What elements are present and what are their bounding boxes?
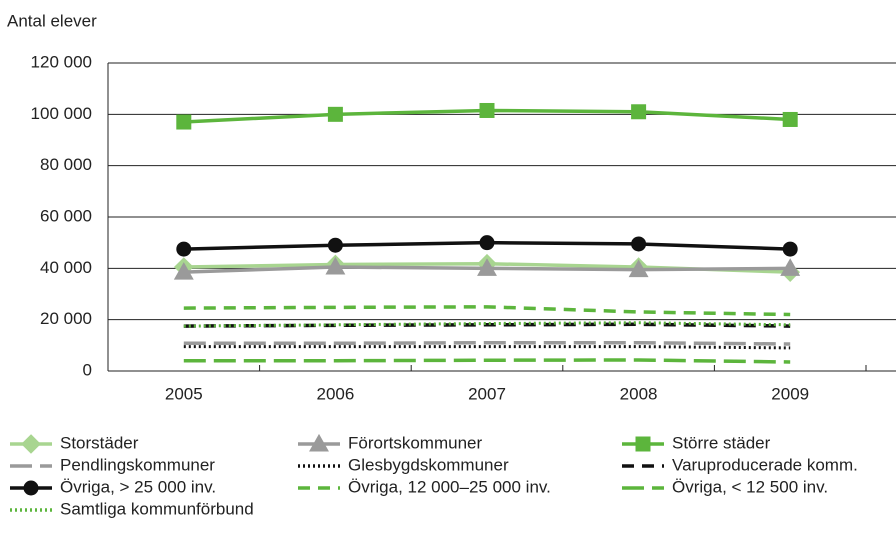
series — [183, 358, 791, 364]
legend-item: Större städer — [622, 433, 771, 452]
legend-marker — [23, 480, 39, 496]
series-line — [183, 305, 791, 317]
legend-item: Glesbygdskommuner — [298, 455, 509, 474]
series-line — [183, 345, 791, 350]
marker — [176, 241, 192, 257]
legend-marker — [309, 433, 329, 452]
legend-label: Samtliga kommunförbund — [60, 499, 254, 518]
marker — [628, 259, 649, 278]
marker — [782, 111, 798, 127]
legend-marker — [635, 436, 651, 452]
legend-label: Övriga, 12 000–25 000 inv. — [348, 477, 551, 496]
series-line — [183, 341, 791, 346]
y-tick-label: 40 000 — [40, 258, 92, 277]
series — [173, 256, 801, 280]
legend-label: Pendlingskommuner — [60, 455, 215, 474]
legend-item: Varuproducerade komm. — [622, 455, 858, 474]
legend-label: Varuproducerade komm. — [672, 455, 858, 474]
series-line — [183, 321, 791, 328]
x-tick-label: 2007 — [468, 384, 506, 403]
marker — [631, 104, 647, 120]
x-tick-label: 2006 — [316, 384, 354, 403]
marker — [173, 262, 194, 280]
y-tick-label: 100 000 — [31, 104, 92, 123]
y-tick-label: 60 000 — [40, 206, 92, 225]
marker — [782, 241, 798, 257]
series-line — [183, 358, 791, 364]
legend-label: Storstäder — [60, 433, 139, 452]
y-tick-label: 0 — [83, 360, 92, 379]
marker — [325, 256, 346, 275]
marker — [327, 237, 343, 253]
y-tick-label: 120 000 — [31, 52, 92, 71]
y-axis-label: Antal elever — [7, 11, 97, 30]
legend-label: Övriga, < 12 500 inv. — [672, 477, 828, 496]
legend-item: Pendlingskommuner — [10, 455, 215, 474]
legend-label: Glesbygdskommuner — [348, 455, 509, 474]
legend-item: Övriga, 12 000–25 000 inv. — [298, 477, 551, 496]
marker — [479, 235, 495, 251]
series — [183, 321, 791, 328]
marker — [631, 236, 647, 252]
x-tick-label: 2009 — [771, 384, 809, 403]
legend-item: Storstäder — [10, 433, 139, 454]
y-tick-label: 20 000 — [40, 309, 92, 328]
marker — [477, 258, 497, 276]
marker — [479, 102, 495, 118]
legend-marker — [21, 434, 41, 454]
legend-item: Samtliga kommunförbund — [10, 499, 254, 518]
marker — [327, 106, 343, 122]
series — [183, 341, 791, 346]
series — [183, 305, 791, 317]
series — [176, 235, 798, 257]
series — [183, 345, 791, 350]
legend-label: Övriga, > 25 000 inv. — [60, 477, 216, 496]
legend-item: Övriga, < 12 500 inv. — [622, 477, 828, 496]
legend-item: Övriga, > 25 000 inv. — [10, 477, 216, 496]
marker — [780, 258, 801, 276]
x-tick-label: 2005 — [165, 384, 203, 403]
marker — [176, 114, 192, 130]
series — [176, 102, 798, 130]
x-tick-label: 2008 — [620, 384, 658, 403]
y-tick-label: 80 000 — [40, 155, 92, 174]
legend-label: Förortskommuner — [348, 433, 482, 452]
legend-label: Större städer — [672, 433, 771, 452]
legend-item: Förortskommuner — [298, 433, 482, 452]
